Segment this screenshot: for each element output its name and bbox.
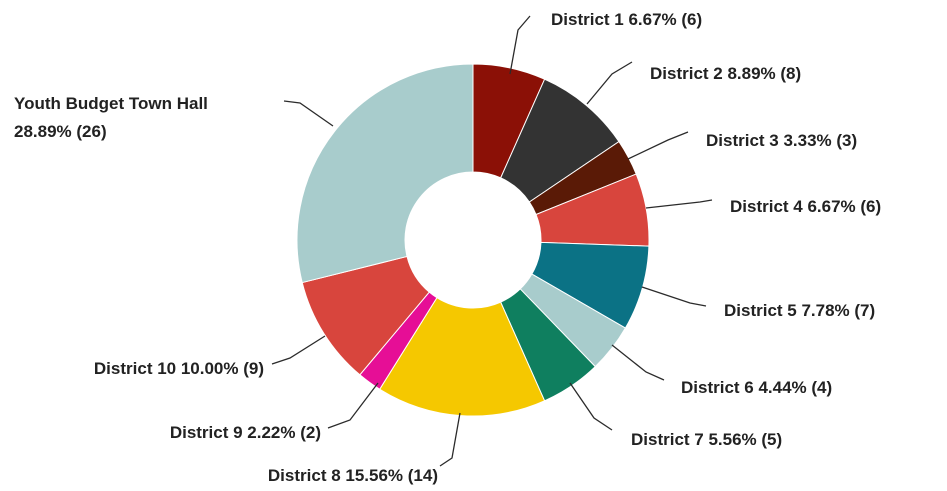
slice-label-district-2: District 2 8.89% (8): [650, 64, 801, 83]
slice-label-district-8: District 8 15.56% (14): [268, 466, 438, 485]
leader-line-district-6: [612, 345, 664, 380]
leader-line-district-7: [570, 383, 612, 430]
slice-label-district-6: District 6 4.44% (4): [681, 378, 832, 397]
slice-label-district-4: District 4 6.67% (6): [730, 197, 881, 216]
leader-line-district-9: [328, 383, 378, 428]
leader-line-district-4: [646, 200, 712, 208]
slice-label-district-10: District 10 10.00% (9): [94, 359, 264, 378]
slice-label-district-7: District 7 5.56% (5): [631, 430, 782, 449]
leader-line-district-8: [440, 413, 460, 466]
leader-line-district-5: [642, 287, 706, 306]
slice-label-district-9: District 9 2.22% (2): [170, 423, 321, 442]
leader-line-district-2: [587, 62, 632, 104]
leader-line-district-10: [272, 336, 325, 364]
slice-label-youth-budget-town-hall: Youth Budget Town Hall 28.89% (26): [14, 94, 208, 141]
slices-layer: [297, 64, 649, 416]
slice-label-district-3: District 3 3.33% (3): [706, 131, 857, 150]
slice-label-district-1: District 1 6.67% (6): [551, 10, 702, 29]
leader-line-youth-budget-town-hall: [284, 101, 333, 126]
leader-line-district-1: [510, 16, 530, 74]
slice-youth-budget-town-hall: [297, 64, 473, 283]
leader-line-district-3: [628, 132, 688, 159]
slice-label-district-5: District 5 7.78% (7): [724, 301, 875, 320]
